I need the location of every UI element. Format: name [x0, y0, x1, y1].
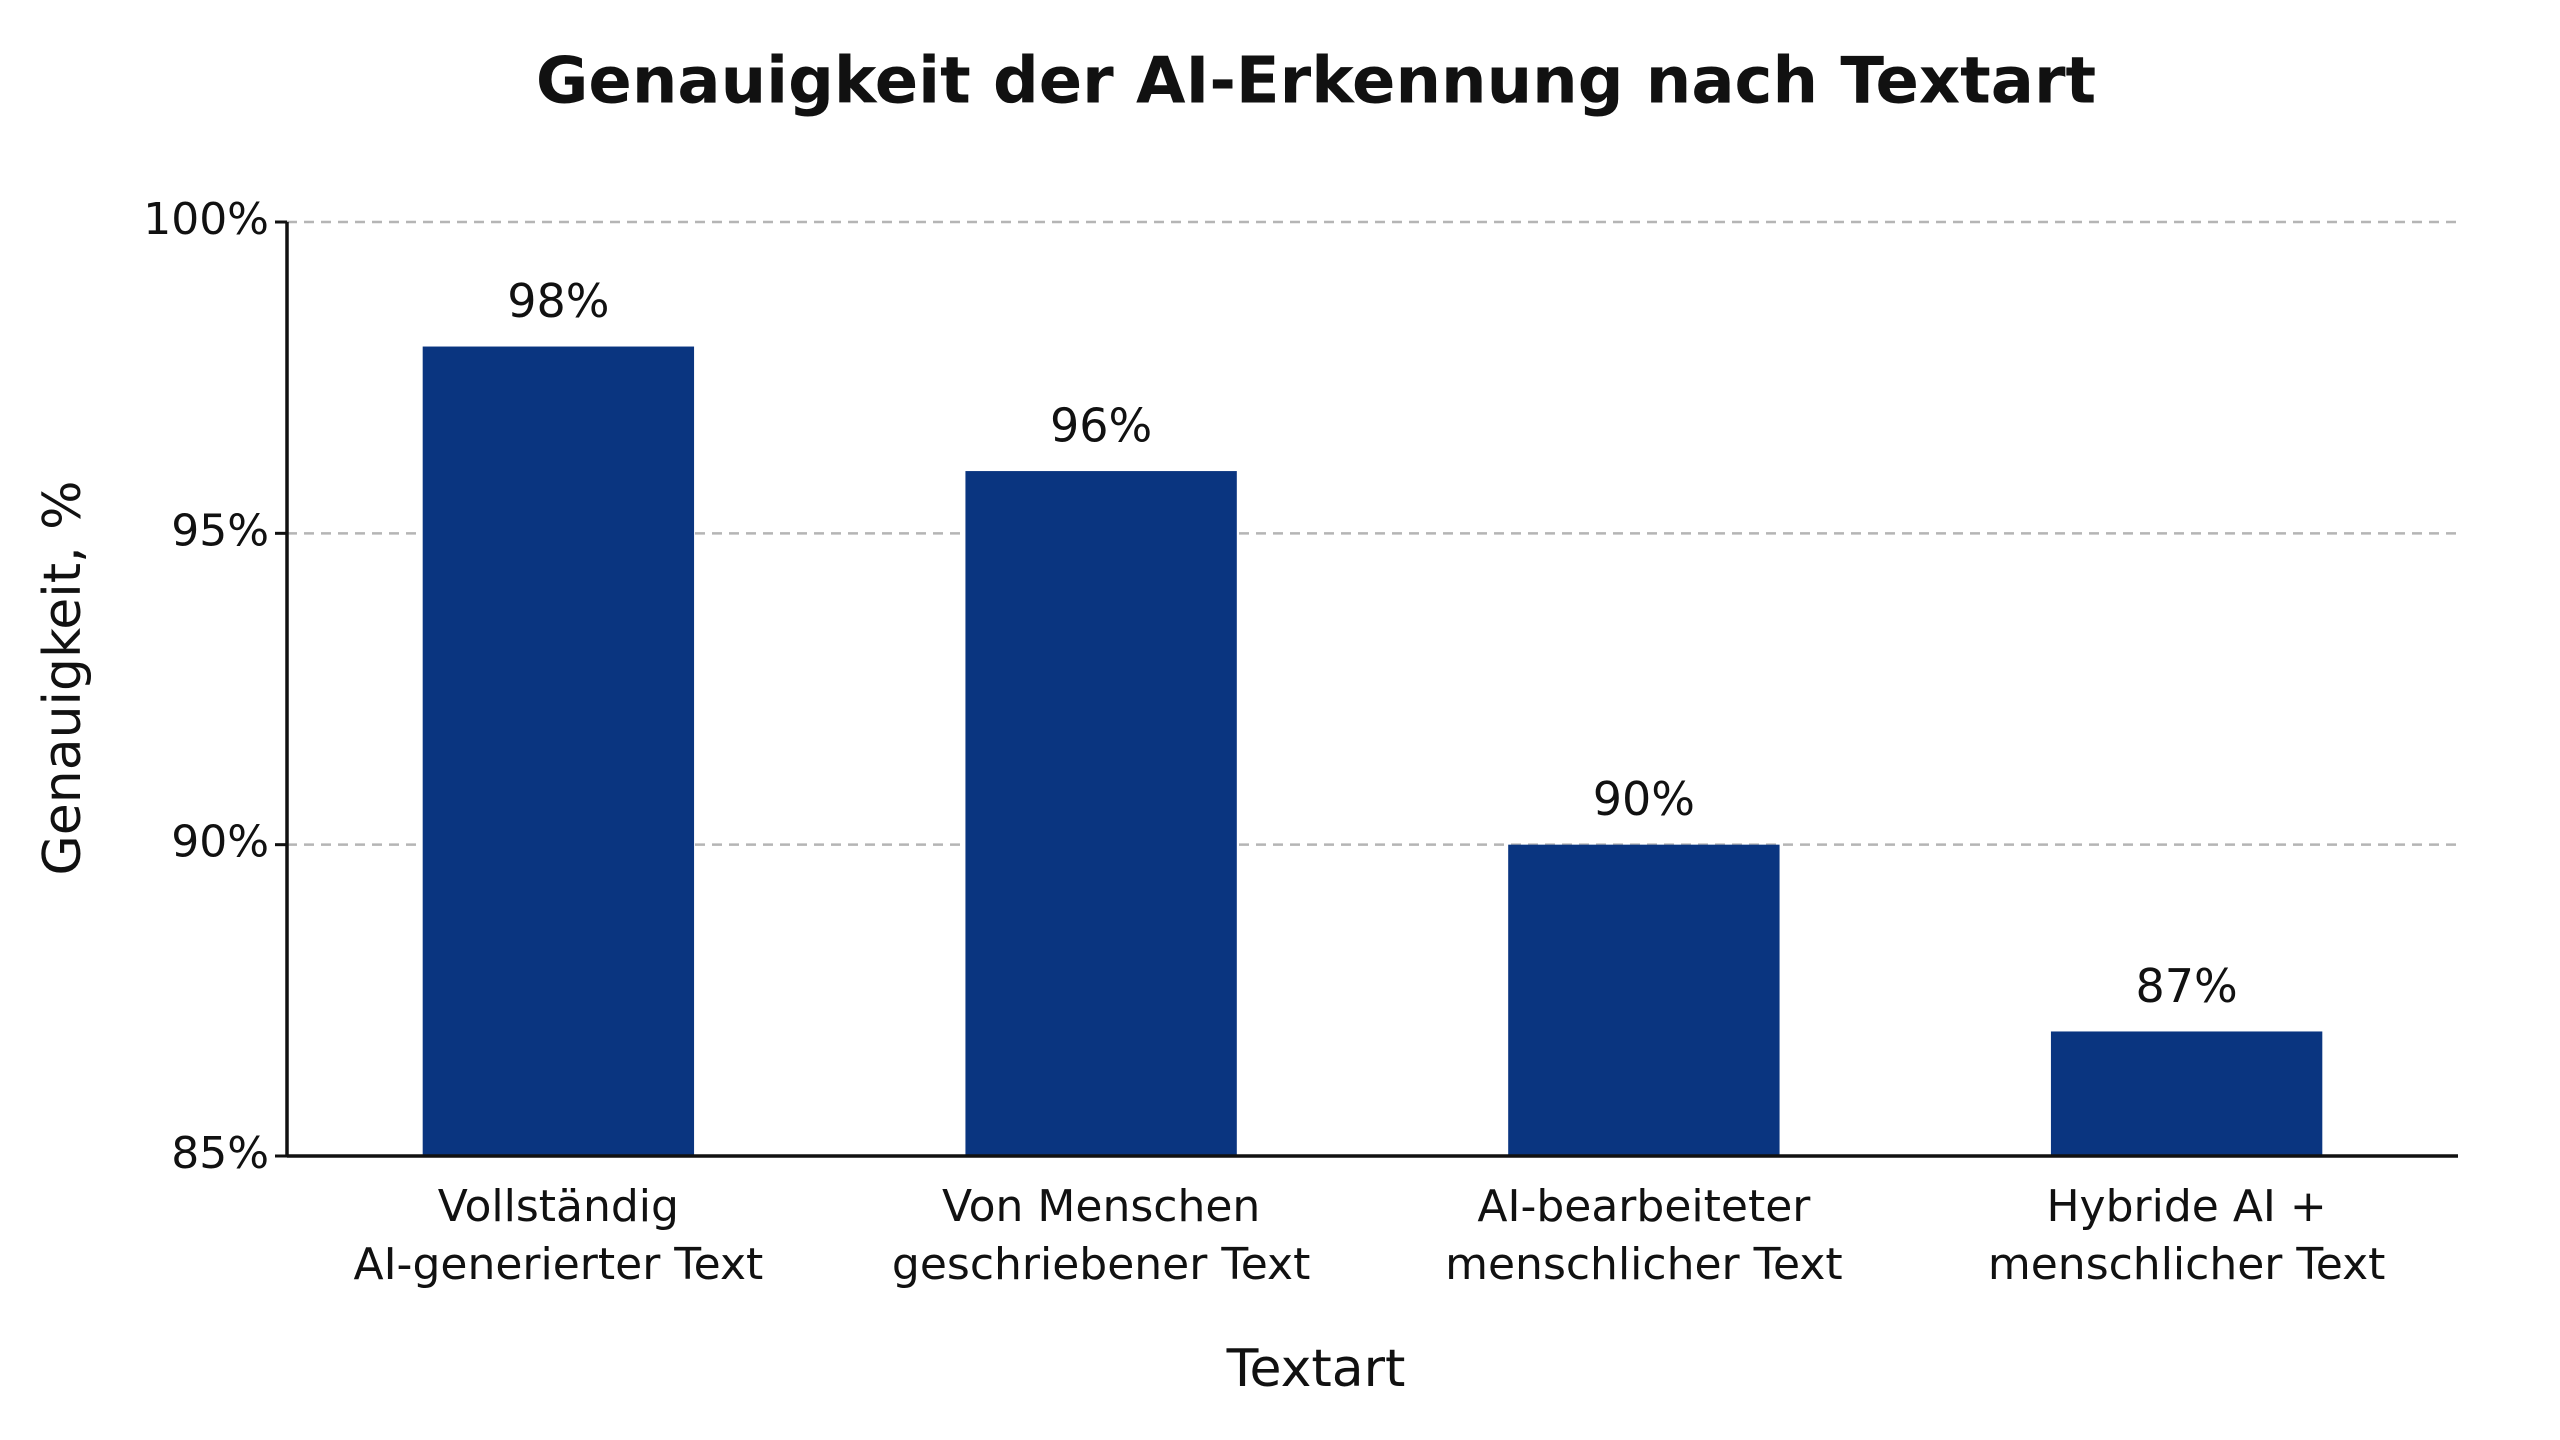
value-label: 96%	[1050, 399, 1152, 453]
y-axis-label: Genauigkeit, %	[33, 480, 93, 875]
bar	[1508, 844, 1780, 1156]
x-tick-label: Vollständig AI-generierter Text	[353, 1181, 764, 1290]
bar	[422, 346, 695, 1156]
chart-title: Genauigkeit der AI-Erkennung nach Textar…	[536, 45, 2096, 119]
bar	[965, 471, 1237, 1157]
x-tick-label: AI-bearbeiteter menschlicher Text	[1445, 1181, 1843, 1290]
bar	[2050, 1031, 2323, 1156]
x-axis-label: Textart	[1226, 1339, 1406, 1399]
y-tick-label: 85%	[171, 1128, 269, 1179]
y-tick-label: 100%	[143, 194, 269, 245]
x-tick-label: Von Menschen geschriebener Text	[891, 1181, 1311, 1290]
value-label: 98%	[507, 274, 609, 328]
y-tick-label: 90%	[171, 817, 269, 868]
value-label: 90%	[1593, 772, 1695, 826]
x-tick-label: Hybride AI + menschlicher Text	[1987, 1181, 2386, 1290]
value-label: 87%	[2136, 959, 2238, 1013]
y-tick-label: 95%	[171, 505, 269, 556]
